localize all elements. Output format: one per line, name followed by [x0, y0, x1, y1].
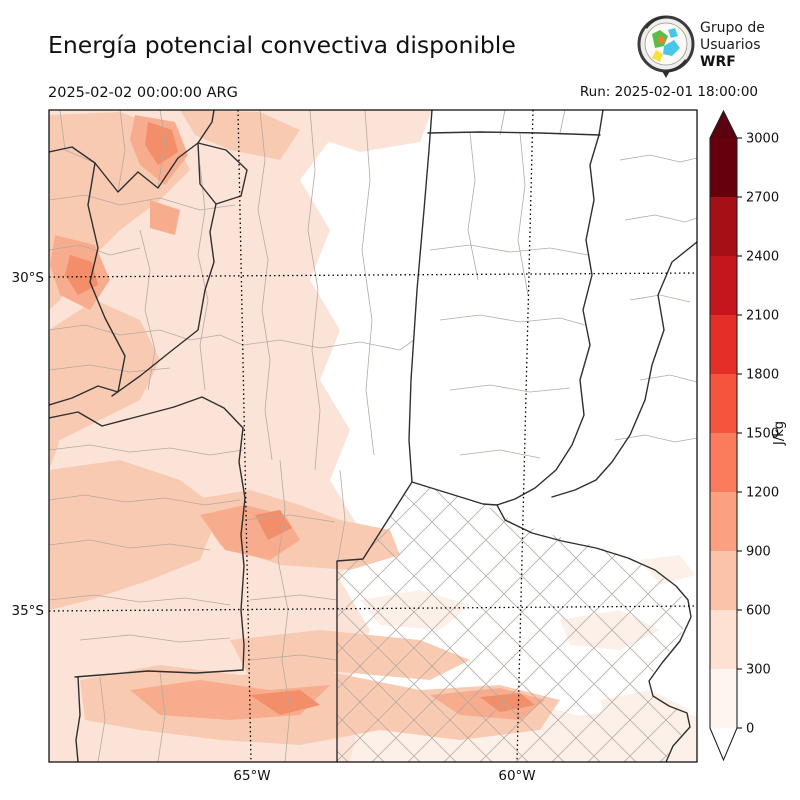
colorbar-bin	[710, 315, 737, 374]
colorbar-tickmarks	[737, 137, 742, 729]
colorbar: 3000 2700 2400 2100 1800 1500 1200 900 6…	[709, 109, 787, 762]
wrf-users-group-logo-icon	[637, 15, 695, 78]
logo-line3: WRF	[700, 54, 736, 70]
colorbar-bin	[710, 610, 737, 669]
colorbar-under-arrow	[710, 728, 737, 760]
colorbar-bin	[710, 492, 737, 551]
department-borders	[49, 110, 697, 762]
cape-wash-west	[49, 110, 380, 762]
logo-line1: Grupo de	[700, 20, 765, 36]
gridline-65w	[237, 110, 252, 762]
colorbar-tick: 1500	[746, 427, 779, 442]
gridline-35s	[49, 605, 697, 612]
colorbar-tick: 1200	[746, 486, 779, 501]
map-frame	[48, 109, 698, 763]
colorbar-bin	[710, 551, 737, 610]
buenos-aires-partidos-grid	[337, 482, 690, 762]
map-area	[49, 110, 697, 762]
colorbar-tick: 2100	[746, 309, 779, 324]
colorbar-unit-label: J/kg	[772, 421, 787, 446]
colorbar-tick: 300	[746, 663, 771, 678]
gridline-60w	[516, 110, 534, 762]
graticule	[49, 110, 697, 762]
colorbar-bin	[710, 138, 737, 197]
colorbar-tick: 2400	[746, 250, 779, 265]
lon-tick-60w: 60°W	[498, 768, 535, 784]
colorbar-bin	[710, 433, 737, 492]
province-borders	[49, 110, 697, 762]
logo-line2: Usuarios	[700, 37, 761, 53]
colorbar-bin	[710, 374, 737, 433]
colorbar-tick: 2700	[746, 191, 779, 206]
lat-tick-35s: 35°S	[12, 603, 45, 619]
colorbar-tick: 1800	[746, 368, 779, 383]
colorbar-over-arrow	[710, 111, 737, 138]
colorbar-tick: 0	[746, 722, 754, 737]
colorbar-bin	[710, 669, 737, 728]
colorbar-tick: 600	[746, 604, 771, 619]
lat-tick-30s: 30°S	[12, 270, 45, 286]
lon-tick-65w: 65°W	[233, 768, 270, 784]
colorbar-bin	[710, 256, 737, 315]
colorbar-tick: 900	[746, 545, 771, 560]
page-title: Energía potencial convectiva disponible	[48, 31, 516, 59]
colorbar-tick: 3000	[746, 132, 779, 147]
cape-wash-top	[300, 110, 432, 152]
gridline-30s	[49, 272, 697, 278]
valid-time-label: 2025-02-02 00:00:00 ARG	[48, 85, 238, 101]
colorbar-bin	[710, 197, 737, 256]
run-time-label: Run: 2025-02-01 18:00:00	[580, 84, 758, 100]
